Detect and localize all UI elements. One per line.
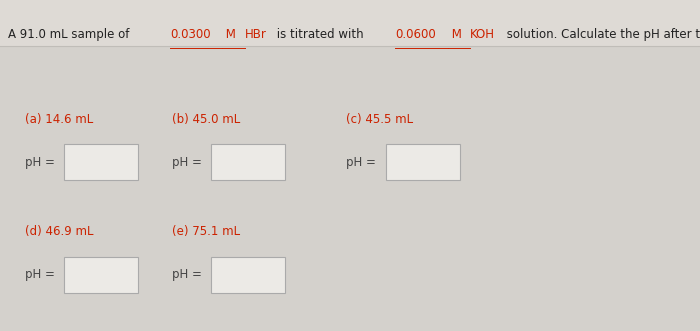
FancyBboxPatch shape — [211, 144, 285, 180]
Text: (c) 45.5 mL: (c) 45.5 mL — [346, 113, 414, 126]
FancyBboxPatch shape — [386, 144, 460, 180]
Text: HBr: HBr — [245, 28, 267, 41]
Text: M: M — [223, 28, 240, 41]
FancyBboxPatch shape — [64, 257, 138, 293]
Text: (d) 46.9 mL: (d) 46.9 mL — [25, 225, 93, 238]
Text: 0.0300: 0.0300 — [170, 28, 211, 41]
Text: pH =: pH = — [172, 268, 202, 281]
Text: pH =: pH = — [25, 156, 55, 169]
FancyBboxPatch shape — [64, 144, 138, 180]
Text: solution. Calculate the pH after the following volumes of base have been added.: solution. Calculate the pH after the fol… — [503, 28, 700, 41]
Text: pH =: pH = — [25, 268, 55, 281]
Text: KOH: KOH — [470, 28, 496, 41]
Text: (e) 75.1 mL: (e) 75.1 mL — [172, 225, 239, 238]
Text: (b) 45.0 mL: (b) 45.0 mL — [172, 113, 239, 126]
Text: (a) 14.6 mL: (a) 14.6 mL — [25, 113, 92, 126]
Text: 0.0600: 0.0600 — [395, 28, 436, 41]
FancyBboxPatch shape — [0, 0, 700, 46]
Text: M: M — [447, 28, 466, 41]
FancyBboxPatch shape — [211, 257, 285, 293]
Text: pH =: pH = — [172, 156, 202, 169]
Text: A 91.0 mL sample of: A 91.0 mL sample of — [8, 28, 134, 41]
Text: is titrated with: is titrated with — [273, 28, 368, 41]
Text: pH =: pH = — [346, 156, 377, 169]
